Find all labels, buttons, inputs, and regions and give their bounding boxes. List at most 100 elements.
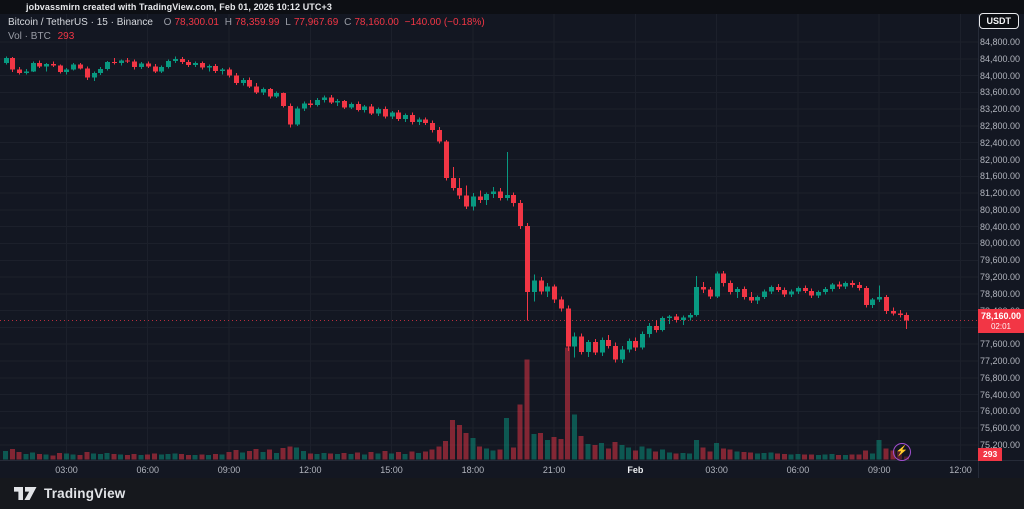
price-tick-label: 76,400.00 [979, 389, 1020, 400]
volume-bar [77, 454, 83, 460]
volume-bar [544, 440, 550, 460]
price-axis[interactable]: 84,800.00 84,400.00 84,000.00 83,600.00 83,2… [978, 14, 1024, 478]
currency-toggle-button[interactable]: USDT [978, 13, 1019, 29]
time-tick-label: 12:00 [299, 465, 322, 475]
candle-body [809, 290, 814, 296]
candle-body [119, 60, 124, 63]
candle-body [891, 311, 896, 314]
volume-bar [504, 417, 510, 460]
volume-bar [179, 454, 185, 460]
candle-body [837, 284, 842, 287]
volume-bar [646, 448, 652, 460]
candle-body [437, 130, 442, 142]
candle-body [390, 112, 395, 117]
volume-bar [97, 454, 103, 460]
time-tick-label: 06:00 [136, 465, 159, 475]
volume-bar [91, 453, 97, 460]
time-axis[interactable]: 03:00 06:00 09:00 12:00 15:00 18:00 21:00 Feb 03… [0, 460, 1024, 478]
volume-bar [585, 444, 591, 460]
candle-body [694, 287, 699, 315]
volume-bar [395, 451, 401, 460]
volume-bar [571, 414, 577, 460]
volume-bar [307, 453, 313, 460]
price-tick-label: 80,000.00 [979, 238, 1020, 249]
volume-bar [795, 454, 801, 460]
volume-bar [158, 454, 164, 460]
volume-bar [131, 454, 137, 460]
candle-body [640, 334, 645, 348]
candle-body [322, 97, 327, 100]
volume-bar [497, 449, 503, 460]
candle-body [417, 119, 422, 123]
volume-bar [551, 437, 557, 460]
candle-body [850, 282, 855, 286]
candle-body [620, 349, 625, 360]
candle-body [288, 105, 293, 125]
volume-bar [402, 453, 408, 460]
candle-body [173, 58, 178, 61]
candle-body [376, 109, 381, 114]
candle-body [464, 195, 469, 207]
candle-body [132, 61, 137, 68]
candle-body [491, 191, 496, 194]
candle-body [654, 325, 659, 330]
volume-bar [240, 452, 246, 460]
volume-bar [36, 453, 42, 460]
volume-bar [233, 450, 239, 460]
candle-body [166, 60, 171, 68]
volume-bar [842, 455, 848, 460]
tradingview-logo-text: TradingView [44, 486, 126, 501]
candle-body [471, 196, 476, 207]
volume-bar [741, 451, 747, 460]
volume-bar [707, 451, 713, 460]
candle-body [349, 104, 354, 108]
candle-body [71, 64, 76, 70]
lightning-icon[interactable]: ⚡ [893, 443, 911, 461]
volume-bar [626, 447, 632, 460]
candle-body [186, 62, 191, 66]
candle-body [457, 188, 462, 196]
candle-body [830, 284, 835, 289]
candle-body [701, 287, 706, 290]
volume-bar [219, 454, 225, 460]
volume-bar [267, 449, 273, 460]
close-value: 78,160.00 [354, 17, 399, 28]
candle-body [146, 63, 151, 67]
volume-bar [443, 441, 449, 460]
volume-bar [124, 455, 130, 460]
volume-bar [687, 453, 693, 460]
candle-body [64, 69, 69, 72]
volume-bar [653, 451, 659, 460]
candle-body [356, 104, 361, 110]
volume-bar [666, 452, 672, 460]
price-tick-label: 84,800.00 [979, 37, 1020, 47]
volume-bar [524, 359, 530, 460]
candle-body [674, 316, 679, 320]
tradingview-logo[interactable]: TradingView [14, 486, 125, 501]
volume-bar [748, 452, 754, 460]
volume-bar [118, 454, 124, 460]
candle-body [904, 314, 909, 321]
candle-body [884, 297, 889, 312]
candle-body [261, 89, 266, 93]
open-value: 78,300.01 [174, 17, 219, 28]
volume-bar [714, 443, 720, 460]
candle-body [518, 203, 523, 226]
volume-bar [612, 442, 618, 460]
volume-bar [165, 454, 171, 460]
volume-bar [145, 454, 151, 460]
price-tick-label: 84,000.00 [979, 70, 1020, 81]
candle-body [572, 336, 577, 347]
price-tick-label: 81,600.00 [979, 171, 1020, 182]
candle-body [721, 273, 726, 283]
candle-body [410, 115, 415, 123]
price-tick-label: 75,600.00 [979, 423, 1020, 434]
volume-bar [206, 455, 212, 460]
candle-body [796, 287, 801, 292]
volume-bar [273, 452, 279, 460]
candlestick-chart[interactable] [0, 0, 1024, 478]
candle-body [31, 62, 36, 72]
low-value: 77,967.69 [293, 17, 339, 28]
candle-body [362, 106, 367, 110]
volume-bar [341, 452, 347, 460]
